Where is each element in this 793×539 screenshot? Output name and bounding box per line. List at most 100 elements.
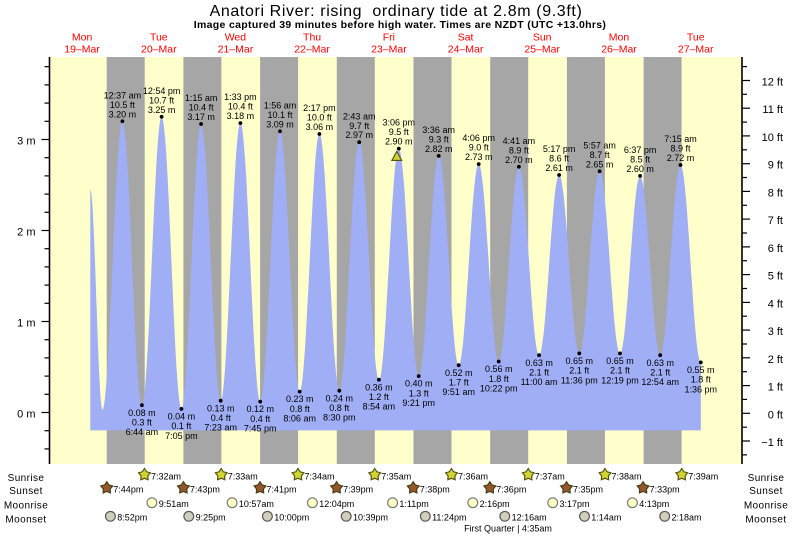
svg-text:11 ft: 11 ft: [762, 104, 783, 116]
svg-text:Moonset: Moonset: [5, 514, 46, 525]
svg-text:7:35pm: 7:35pm: [573, 485, 603, 495]
svg-text:0.04 m: 0.04 m: [168, 412, 196, 422]
svg-text:9.0 ft: 9.0 ft: [469, 143, 490, 153]
svg-text:2.65 m: 2.65 m: [586, 159, 614, 169]
svg-text:1.8 ft: 1.8 ft: [691, 375, 712, 385]
svg-text:2.1 ft: 2.1 ft: [529, 368, 550, 378]
svg-text:1 m: 1 m: [17, 318, 35, 330]
svg-text:12:19 pm: 12:19 pm: [601, 375, 639, 385]
svg-text:8.5 ft: 8.5 ft: [630, 155, 651, 165]
svg-text:0.52 m: 0.52 m: [445, 368, 473, 378]
svg-text:0.13 m: 0.13 m: [207, 403, 235, 413]
svg-text:2:43 am: 2:43 am: [343, 111, 376, 121]
svg-text:10.1 ft: 10.1 ft: [267, 110, 293, 120]
svg-text:1.8 ft: 1.8 ft: [489, 374, 510, 384]
svg-text:2.82 m: 2.82 m: [425, 144, 453, 154]
svg-text:1:14am: 1:14am: [591, 513, 621, 523]
svg-text:7:43pm: 7:43pm: [190, 485, 220, 495]
svg-text:4:13pm: 4:13pm: [639, 499, 669, 509]
svg-text:1:33 pm: 1:33 pm: [224, 92, 257, 102]
svg-text:7:23 am: 7:23 am: [204, 423, 237, 433]
svg-text:1:56 am: 1:56 am: [264, 100, 297, 110]
svg-text:1.7 ft: 1.7 ft: [449, 378, 470, 388]
svg-text:0.63 m: 0.63 m: [525, 358, 553, 368]
svg-text:3.17 m: 3.17 m: [187, 112, 215, 122]
svg-text:6 ft: 6 ft: [768, 243, 783, 255]
svg-text:12 ft: 12 ft: [762, 77, 783, 89]
svg-text:Sunrise: Sunrise: [8, 473, 45, 484]
svg-text:Moonrise: Moonrise: [744, 501, 788, 512]
svg-text:5:57 am: 5:57 am: [583, 140, 616, 150]
svg-text:26–Mar: 26–Mar: [601, 44, 637, 56]
svg-text:2.72 m: 2.72 m: [667, 153, 695, 163]
svg-text:3 m: 3 m: [17, 136, 35, 148]
svg-text:20–Mar: 20–Mar: [141, 44, 177, 56]
svg-text:8:30 pm: 8:30 pm: [323, 413, 356, 423]
svg-text:0.8 ft: 0.8 ft: [329, 403, 350, 413]
svg-text:9:25pm: 9:25pm: [196, 513, 226, 523]
svg-text:9.7 ft: 9.7 ft: [349, 121, 370, 131]
svg-text:0.8 ft: 0.8 ft: [290, 404, 311, 414]
svg-text:5 ft: 5 ft: [768, 271, 783, 283]
svg-text:0.56 m: 0.56 m: [485, 364, 513, 374]
svg-text:1.3 ft: 1.3 ft: [409, 388, 430, 398]
svg-text:10.4 ft: 10.4 ft: [189, 103, 215, 113]
svg-text:8:54 am: 8:54 am: [363, 402, 396, 412]
svg-text:12:37 am: 12:37 am: [104, 90, 142, 100]
svg-text:Moonrise: Moonrise: [4, 501, 48, 512]
svg-text:3:06 pm: 3:06 pm: [383, 118, 416, 128]
svg-text:2.70 m: 2.70 m: [505, 155, 533, 165]
svg-text:9:51am: 9:51am: [159, 499, 189, 509]
svg-text:Mon: Mon: [72, 32, 93, 44]
svg-text:2:17 pm: 2:17 pm: [303, 103, 336, 113]
svg-text:25–Mar: 25–Mar: [524, 44, 560, 56]
svg-text:9.5 ft: 9.5 ft: [389, 127, 410, 137]
svg-text:9:21 pm: 9:21 pm: [402, 398, 435, 408]
svg-text:2.97 m: 2.97 m: [345, 130, 373, 140]
svg-text:6:44 am: 6:44 am: [126, 427, 159, 437]
svg-text:Sunset: Sunset: [749, 486, 783, 497]
svg-text:3 ft: 3 ft: [768, 326, 783, 338]
svg-text:0 ft: 0 ft: [768, 409, 783, 421]
svg-text:8:52pm: 8:52pm: [117, 513, 147, 523]
svg-text:2:18am: 2:18am: [672, 513, 702, 523]
svg-text:2:16pm: 2:16pm: [480, 499, 510, 509]
svg-text:2 m: 2 m: [17, 227, 35, 239]
svg-text:Thu: Thu: [303, 32, 321, 44]
svg-text:2.1 ft: 2.1 ft: [569, 366, 590, 376]
svg-text:8.7 ft: 8.7 ft: [590, 150, 611, 160]
svg-text:12:54 am: 12:54 am: [641, 377, 679, 387]
svg-text:4:41 am: 4:41 am: [503, 136, 536, 146]
svg-text:27–Mar: 27–Mar: [678, 44, 714, 56]
svg-text:10.7 ft: 10.7 ft: [149, 95, 175, 105]
svg-text:21–Mar: 21–Mar: [218, 44, 254, 56]
svg-text:Anatori River: rising ordinar: Anatori River: rising ordinary tide at 2…: [210, 3, 583, 20]
svg-text:7:44pm: 7:44pm: [113, 485, 143, 495]
svg-text:0.36 m: 0.36 m: [365, 382, 393, 392]
svg-text:0.08 m: 0.08 m: [128, 408, 156, 418]
svg-text:12:16am: 12:16am: [512, 513, 547, 523]
svg-text:8 ft: 8 ft: [768, 187, 783, 199]
svg-text:10:57am: 10:57am: [239, 499, 274, 509]
svg-text:7:45 pm: 7:45 pm: [244, 424, 277, 434]
svg-text:10 ft: 10 ft: [762, 132, 783, 144]
svg-text:3.09 m: 3.09 m: [266, 119, 294, 129]
svg-text:Moonset: Moonset: [745, 514, 786, 525]
svg-text:10:22 pm: 10:22 pm: [480, 384, 518, 394]
svg-text:7:34am: 7:34am: [305, 471, 335, 481]
svg-text:2.60 m: 2.60 m: [626, 164, 654, 174]
svg-text:11:24pm: 11:24pm: [432, 513, 466, 523]
svg-text:3:17pm: 3:17pm: [560, 499, 590, 509]
svg-text:10.4 ft: 10.4 ft: [228, 102, 254, 112]
svg-text:−1 ft: −1 ft: [761, 437, 783, 449]
svg-text:3.25 m: 3.25 m: [148, 105, 176, 115]
svg-text:0.3 ft: 0.3 ft: [132, 418, 153, 428]
svg-text:7:39pm: 7:39pm: [343, 485, 373, 495]
svg-text:10:39pm: 10:39pm: [353, 513, 388, 523]
svg-text:8.9 ft: 8.9 ft: [670, 144, 691, 154]
svg-text:7:38pm: 7:38pm: [420, 485, 450, 495]
svg-text:7:41pm: 7:41pm: [267, 485, 297, 495]
svg-text:1 ft: 1 ft: [768, 382, 783, 394]
svg-text:0.23 m: 0.23 m: [286, 394, 314, 404]
svg-text:8.9 ft: 8.9 ft: [509, 145, 530, 155]
